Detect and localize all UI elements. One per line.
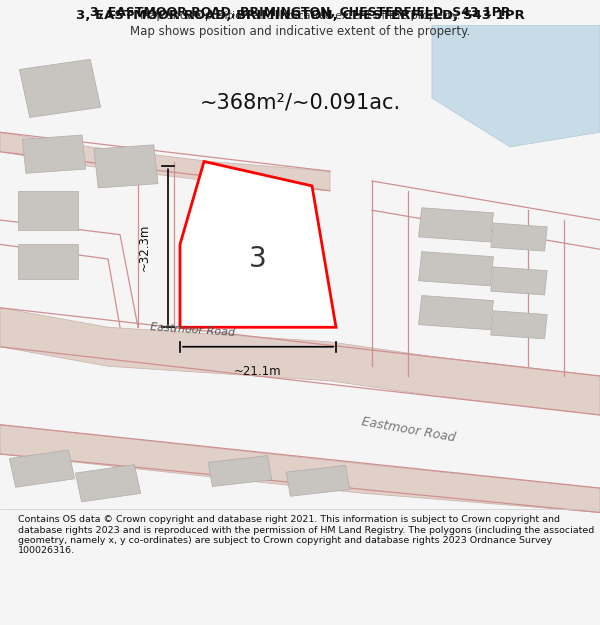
Text: Contains OS data © Crown copyright and database right 2021. This information is : Contains OS data © Crown copyright and d… (18, 515, 594, 556)
Polygon shape (18, 191, 78, 230)
Polygon shape (10, 450, 74, 488)
Polygon shape (0, 425, 600, 512)
Text: Map shows position and indicative extent of the property.: Map shows position and indicative extent… (130, 25, 470, 38)
Text: ~21.1m: ~21.1m (234, 364, 282, 378)
Polygon shape (22, 135, 86, 173)
Polygon shape (491, 223, 547, 251)
Text: ~32.3m: ~32.3m (137, 223, 151, 271)
Text: Map shows position and indicative extent of the property.: Map shows position and indicative extent… (140, 11, 460, 21)
Text: ~368m²/~0.091ac.: ~368m²/~0.091ac. (199, 93, 401, 113)
Polygon shape (76, 464, 140, 502)
Polygon shape (94, 145, 158, 188)
Text: 3, EASTMOOR ROAD, BRIMINGTON, CHESTERFIELD, S43 1PR: 3, EASTMOOR ROAD, BRIMINGTON, CHESTERFIE… (76, 9, 524, 22)
Polygon shape (0, 132, 330, 191)
Text: 3, EASTMOOR ROAD, BRIMINGTON, CHESTERFIELD, S43 1PR: 3, EASTMOOR ROAD, BRIMINGTON, CHESTERFIE… (90, 6, 510, 19)
Polygon shape (491, 267, 547, 295)
Polygon shape (419, 208, 493, 242)
Polygon shape (419, 252, 493, 286)
Text: Eastmoor Road: Eastmoor Road (150, 322, 235, 338)
Text: 3: 3 (249, 245, 267, 273)
Polygon shape (432, 25, 600, 147)
Polygon shape (0, 308, 600, 415)
Polygon shape (180, 161, 336, 328)
Polygon shape (208, 456, 272, 486)
Polygon shape (419, 296, 493, 330)
Polygon shape (18, 244, 78, 279)
Polygon shape (491, 311, 547, 339)
Polygon shape (286, 466, 350, 496)
Text: Eastmoor Road: Eastmoor Road (360, 415, 456, 444)
Polygon shape (19, 59, 101, 118)
